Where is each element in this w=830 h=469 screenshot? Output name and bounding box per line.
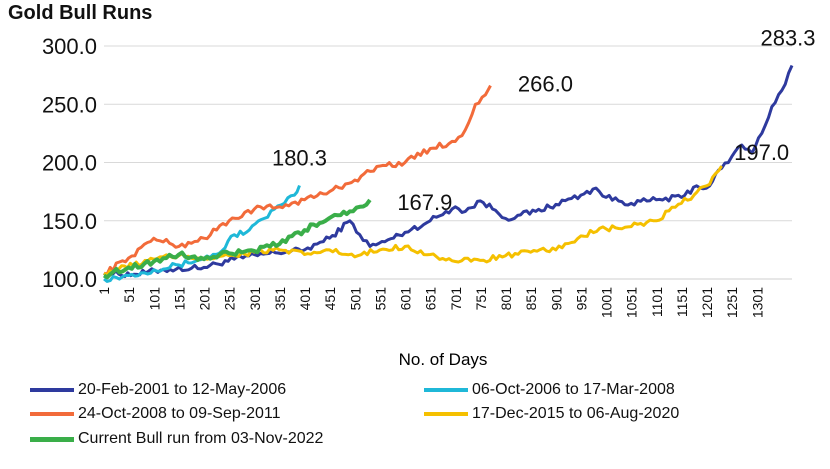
x-tick-label: 801 bbox=[498, 287, 514, 311]
series-end-label-3: 266.0 bbox=[518, 72, 573, 97]
x-tick-label: 951 bbox=[573, 287, 589, 311]
x-tick-label: 1201 bbox=[699, 287, 715, 318]
x-tick-label: 701 bbox=[448, 287, 464, 311]
legend-item-3: 24-Oct-2008 to 09-Sep-2011 bbox=[30, 405, 281, 423]
legend-label-3: 24-Oct-2008 to 09-Sep-2011 bbox=[78, 405, 281, 422]
x-tick-label: 201 bbox=[197, 287, 213, 311]
series-line-5 bbox=[102, 198, 372, 280]
x-axis-label: No. of Days bbox=[399, 350, 488, 369]
x-tick-label: 1051 bbox=[624, 287, 640, 318]
x-tick-label: 151 bbox=[171, 287, 187, 311]
legend-label-4: 17-Dec-2015 to 06-Aug-2020 bbox=[472, 405, 680, 422]
legend-swatch-4 bbox=[424, 412, 468, 416]
grid-lines bbox=[104, 45, 792, 280]
x-tick-label: 1101 bbox=[649, 287, 665, 317]
series-end-label-5: 167.9 bbox=[397, 190, 452, 215]
x-tick-label: 651 bbox=[423, 287, 439, 311]
x-tick-label: 551 bbox=[372, 287, 388, 311]
x-tick-label: 301 bbox=[247, 287, 263, 311]
chart-title: Gold Bull Runs bbox=[8, 2, 153, 24]
series-end-label-1: 283.3 bbox=[760, 25, 815, 50]
x-tick-label: 51 bbox=[121, 287, 137, 303]
end-labels: 283.3 180.3 266.0 197.0 167.9 bbox=[272, 25, 816, 214]
legend-swatch-1 bbox=[30, 388, 74, 392]
y-tick-label: 250.0 bbox=[42, 92, 97, 117]
legend-label-2: 06-Oct-2006 to 17-Mar-2008 bbox=[472, 381, 675, 398]
x-tick-label: 401 bbox=[297, 287, 313, 311]
legend-label-1: 20-Feb-2001 to 12-May-2006 bbox=[78, 381, 287, 398]
x-tick-label: 251 bbox=[222, 287, 238, 311]
series-end-label-4: 197.0 bbox=[734, 140, 789, 165]
series-line-1 bbox=[102, 64, 794, 279]
x-tick-label: 1251 bbox=[724, 287, 740, 318]
series-end-label-2: 180.3 bbox=[272, 145, 327, 170]
x-tick-label: 851 bbox=[523, 287, 539, 311]
x-tick-label: 751 bbox=[473, 287, 489, 311]
x-tick-label: 101 bbox=[146, 287, 162, 311]
legend-swatch-5 bbox=[30, 436, 74, 442]
x-tick-label: 1 bbox=[96, 287, 112, 295]
x-tick-label: 1151 bbox=[674, 287, 690, 317]
x-tick-label: 1001 bbox=[599, 287, 615, 318]
y-tick-label: 200.0 bbox=[42, 151, 97, 176]
legend-item-1: 20-Feb-2001 to 12-May-2006 bbox=[30, 381, 286, 399]
legend-item-2: 06-Oct-2006 to 17-Mar-2008 bbox=[424, 381, 675, 399]
x-tick-label: 601 bbox=[398, 287, 414, 311]
legend-label-5: Current Bull run from 03-Nov-2022 bbox=[78, 430, 324, 447]
legend-item-5: Current Bull run from 03-Nov-2022 bbox=[30, 430, 323, 448]
y-tick-label: 100.0 bbox=[42, 267, 97, 292]
x-tick-label: 1301 bbox=[749, 287, 765, 318]
x-tick-label: 451 bbox=[322, 287, 338, 311]
legend-swatch-2 bbox=[424, 388, 468, 392]
x-tick-label: 501 bbox=[347, 287, 363, 311]
y-tick-label: 150.0 bbox=[42, 209, 97, 234]
x-tick-label: 901 bbox=[548, 287, 564, 311]
series-lines bbox=[102, 64, 794, 283]
y-tick-label: 300.0 bbox=[42, 34, 97, 59]
x-tick-label: 351 bbox=[272, 287, 288, 311]
legend-item-4: 17-Dec-2015 to 06-Aug-2020 bbox=[424, 405, 679, 423]
series-line-3 bbox=[103, 84, 492, 276]
legend-swatch-3 bbox=[30, 412, 74, 416]
